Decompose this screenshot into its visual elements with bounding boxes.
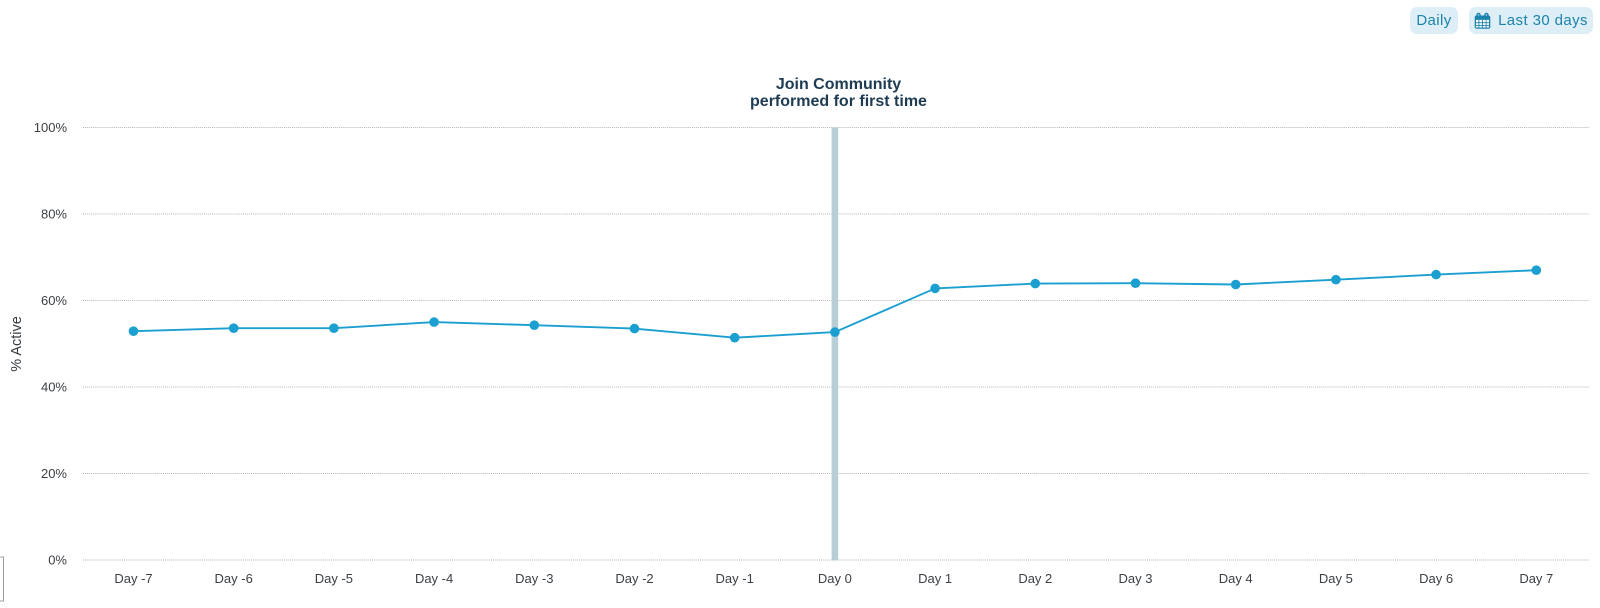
svg-text:80%: 80% [41,207,67,222]
svg-text:60%: 60% [41,293,67,308]
svg-text:Day 7: Day 7 [1519,571,1553,586]
svg-text:Day 5: Day 5 [1319,571,1353,586]
svg-text:% Active: % Active [9,316,25,372]
svg-text:100%: 100% [34,120,68,135]
svg-text:20%: 20% [41,466,67,481]
svg-text:Day 6: Day 6 [1419,571,1453,586]
svg-text:Day 4: Day 4 [1219,571,1253,586]
svg-text:Day -3: Day -3 [515,571,553,586]
svg-text:Day 2: Day 2 [1018,571,1052,586]
svg-text:Day -5: Day -5 [315,571,353,586]
svg-text:0%: 0% [48,553,67,568]
svg-text:Day -7: Day -7 [114,571,152,586]
svg-text:Day -6: Day -6 [215,571,253,586]
svg-text:Day 3: Day 3 [1119,571,1153,586]
svg-text:Day 0: Day 0 [818,571,852,586]
svg-text:Day 1: Day 1 [918,571,952,586]
svg-text:Day -2: Day -2 [615,571,653,586]
svg-text:40%: 40% [41,380,67,395]
svg-text:Day -1: Day -1 [716,571,754,586]
svg-text:Day -4: Day -4 [415,571,453,586]
